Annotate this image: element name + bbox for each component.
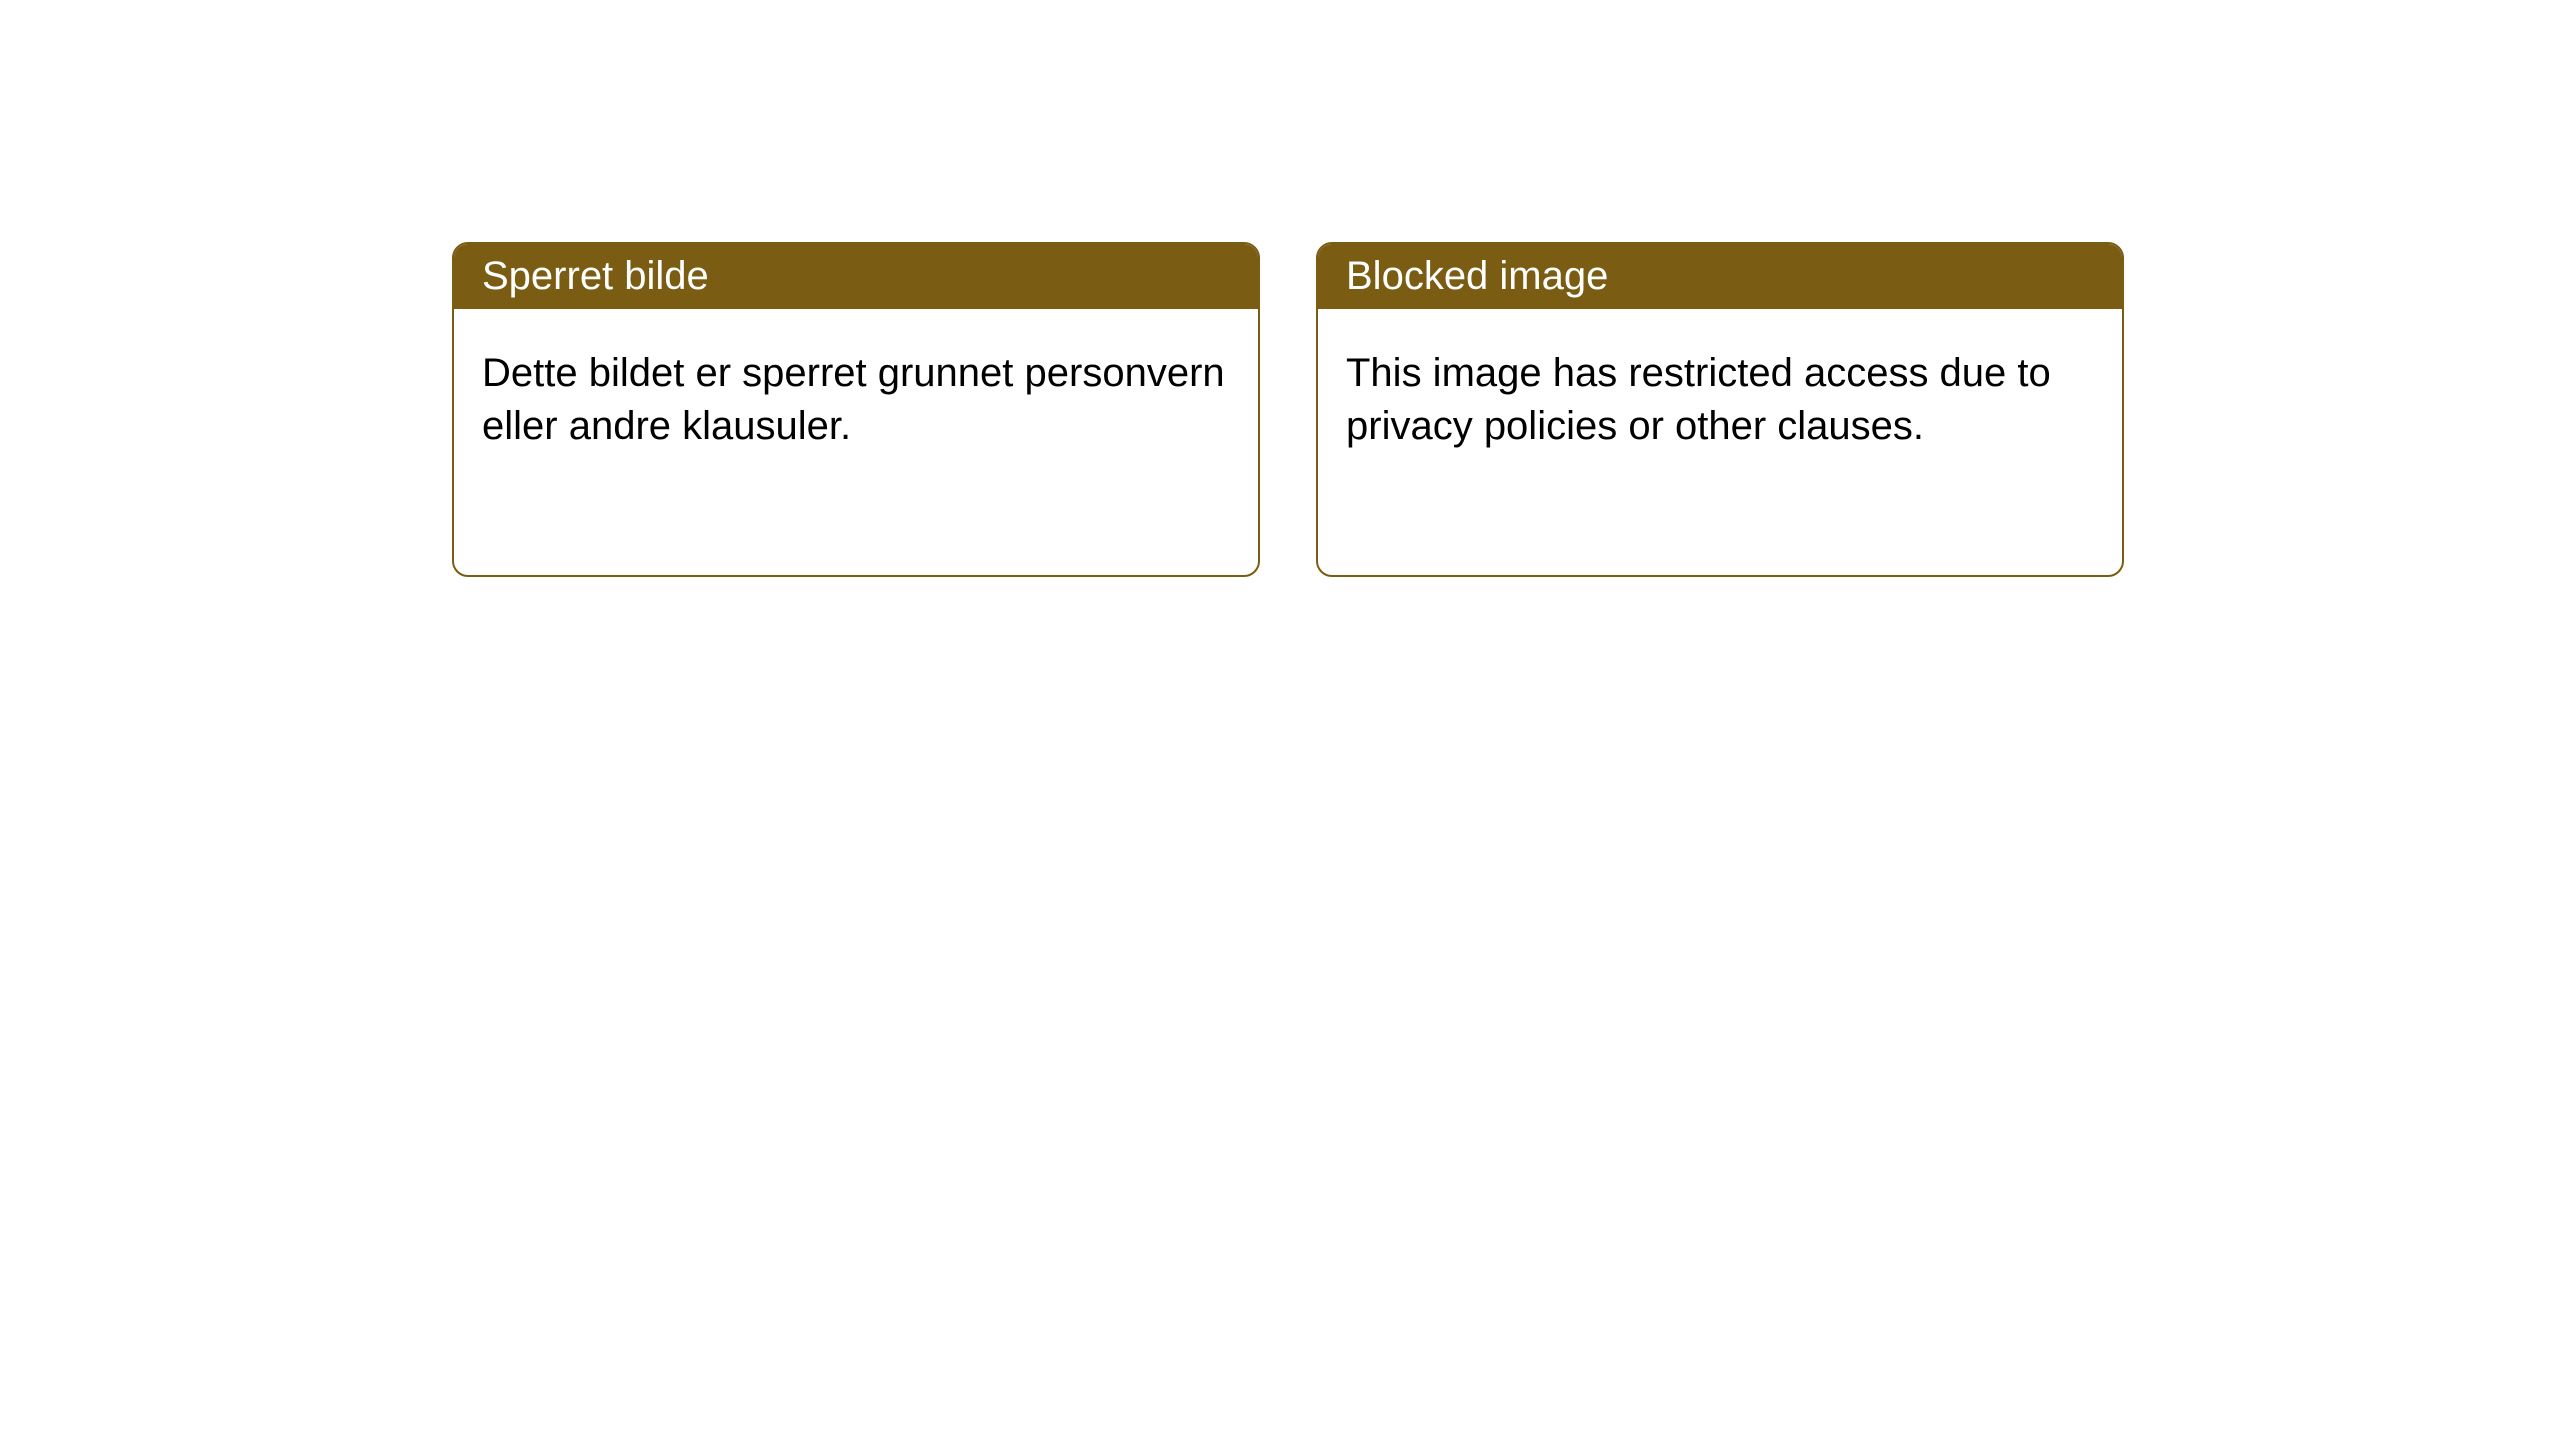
notice-card-english: Blocked image This image has restricted … <box>1316 242 2124 577</box>
notice-card-title: Sperret bilde <box>482 254 709 298</box>
notice-container: Sperret bilde Dette bildet er sperret gr… <box>0 0 2560 577</box>
notice-card-message: This image has restricted access due to … <box>1346 351 2051 448</box>
notice-card-title: Blocked image <box>1346 254 1608 298</box>
notice-card-header: Sperret bilde <box>454 244 1258 309</box>
notice-card-norwegian: Sperret bilde Dette bildet er sperret gr… <box>452 242 1260 577</box>
notice-card-message: Dette bildet er sperret grunnet personve… <box>482 351 1225 448</box>
notice-card-body: This image has restricted access due to … <box>1318 309 2122 491</box>
notice-card-header: Blocked image <box>1318 244 2122 309</box>
notice-card-body: Dette bildet er sperret grunnet personve… <box>454 309 1258 491</box>
